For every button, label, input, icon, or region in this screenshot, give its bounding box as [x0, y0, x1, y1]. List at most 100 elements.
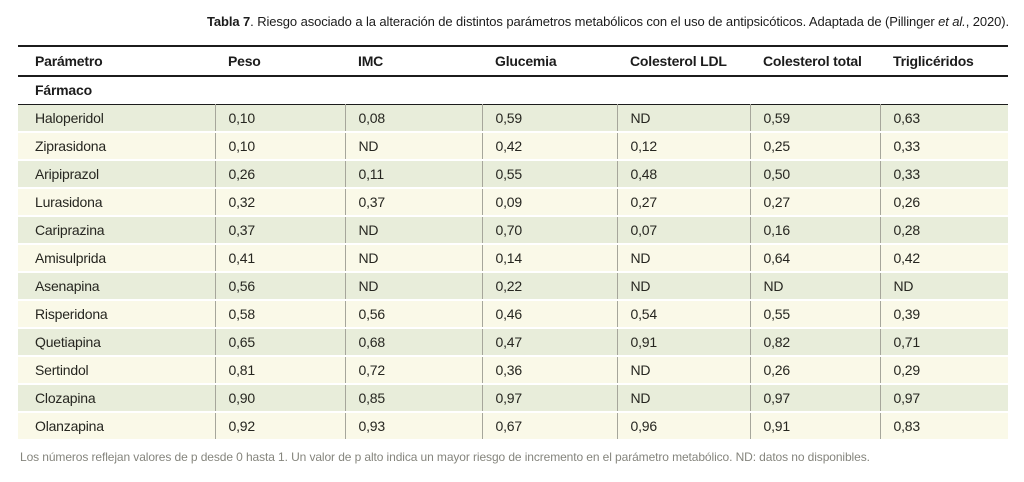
drug-name-cell: Cariprazina — [35, 222, 105, 238]
table-caption-etal: et al. — [938, 14, 966, 29]
value-cell: ND — [616, 384, 750, 412]
value-cell: 0,08 — [344, 104, 482, 132]
drug-name-cell: Asenapina — [35, 278, 100, 294]
value-cell: 0,58 — [214, 300, 345, 328]
metabolic-risk-table: Parámetro Peso IMC Glucemia Colesterol L… — [18, 45, 1008, 441]
table-row: Lurasidona 0,32 0,37 0,09 0,27 0,27 0,26 — [18, 188, 1008, 216]
table-row: Asenapina 0,56 ND 0,22 ND ND ND — [18, 272, 1008, 300]
table-caption-text: . Riesgo asociado a la alteración de dis… — [250, 14, 939, 29]
header-row: Parámetro Peso IMC Glucemia Colesterol L… — [18, 46, 1008, 76]
value-cell: 0,59 — [481, 104, 617, 132]
value-cell: 0,64 — [749, 244, 880, 272]
value-cell: 0,12 — [616, 132, 750, 160]
value-cell: 0,16 — [749, 216, 880, 244]
drug-name-cell: Clozapina — [35, 390, 96, 406]
drug-name-cell: Aripiprazol — [35, 166, 99, 182]
value-cell: 0,25 — [749, 132, 880, 160]
value-cell: 0,63 — [879, 104, 1008, 132]
value-cell: 0,39 — [879, 300, 1008, 328]
table-row: Amisulprida 0,41 ND 0,14 ND 0,64 0,42 — [18, 244, 1008, 272]
value-cell: 0,09 — [481, 188, 617, 216]
table-row: Ziprasidona 0,10 ND 0,42 0,12 0,25 0,33 — [18, 132, 1008, 160]
value-cell: 0,92 — [214, 412, 345, 440]
drug-name-cell: Lurasidona — [35, 194, 103, 210]
value-cell: 0,71 — [879, 328, 1008, 356]
value-cell: 0,56 — [344, 300, 482, 328]
value-cell: 0,42 — [481, 132, 617, 160]
value-cell: 0,36 — [481, 356, 617, 384]
value-cell: 0,54 — [616, 300, 750, 328]
drug-name-cell: Amisulprida — [35, 250, 106, 266]
value-cell: ND — [616, 356, 750, 384]
value-cell: 0,68 — [344, 328, 482, 356]
value-cell: 0,65 — [214, 328, 345, 356]
value-cell: 0,33 — [879, 160, 1008, 188]
drug-name-cell: Olanzapina — [35, 418, 104, 434]
drug-name-cell: Quetiapina — [35, 334, 101, 350]
footnote: Los números reflejan valores de p desde … — [20, 450, 870, 464]
value-cell: 0,55 — [481, 160, 617, 188]
value-cell: 0,46 — [481, 300, 617, 328]
value-cell: 0,10 — [214, 104, 345, 132]
value-cell: 0,59 — [749, 104, 880, 132]
table-caption: Tabla 7. Riesgo asociado a la alteración… — [0, 0, 1009, 30]
value-cell: ND — [879, 272, 1008, 300]
drug-name-cell: Ziprasidona — [35, 138, 106, 154]
value-cell: 0,97 — [749, 384, 880, 412]
value-cell: ND — [616, 244, 750, 272]
value-cell: 0,81 — [214, 356, 345, 384]
value-cell: 0,26 — [879, 188, 1008, 216]
value-cell: 0,55 — [749, 300, 880, 328]
value-cell: 0,47 — [481, 328, 617, 356]
column-header-parametro: Parámetro — [35, 53, 103, 69]
group-label: Fármaco — [35, 82, 92, 99]
value-cell: ND — [616, 272, 750, 300]
value-cell: 0,10 — [214, 132, 345, 160]
value-cell: ND — [344, 244, 482, 272]
value-cell: 0,91 — [616, 328, 750, 356]
table-row: Haloperidol 0,10 0,08 0,59 ND 0,59 0,63 — [18, 104, 1008, 132]
table-row: Cariprazina 0,37 ND 0,70 0,07 0,16 0,28 — [18, 216, 1008, 244]
value-cell: 0,90 — [214, 384, 345, 412]
value-cell: 0,85 — [344, 384, 482, 412]
value-cell: 0,91 — [749, 412, 880, 440]
drug-name-cell: Risperidona — [35, 306, 108, 322]
column-header-trigliceridos: Triglicéridos — [893, 53, 974, 69]
value-cell: 0,33 — [879, 132, 1008, 160]
value-cell: 0,56 — [214, 272, 345, 300]
value-cell: 0,97 — [481, 384, 617, 412]
value-cell: 0,14 — [481, 244, 617, 272]
value-cell: ND — [344, 216, 482, 244]
value-cell: 0,28 — [879, 216, 1008, 244]
value-cell: 0,97 — [879, 384, 1008, 412]
value-cell: ND — [344, 272, 482, 300]
column-header-imc: IMC — [358, 53, 384, 69]
column-header-colesterol-total: Colesterol total — [763, 53, 862, 69]
table-caption-number: Tabla 7 — [207, 14, 251, 29]
value-cell: ND — [344, 132, 482, 160]
value-cell: 0,22 — [481, 272, 617, 300]
value-cell: 0,27 — [749, 188, 880, 216]
column-header-colesterol-ldl: Colesterol LDL — [630, 53, 727, 69]
value-cell: 0,37 — [214, 216, 345, 244]
value-cell: 0,83 — [879, 412, 1008, 440]
value-cell: 0,41 — [214, 244, 345, 272]
value-cell: 0,26 — [214, 160, 345, 188]
drug-name-cell: Sertindol — [35, 362, 89, 378]
value-cell: ND — [616, 104, 750, 132]
value-cell: 0,26 — [749, 356, 880, 384]
table-row: Risperidona 0,58 0,56 0,46 0,54 0,55 0,39 — [18, 300, 1008, 328]
value-cell: 0,11 — [344, 160, 482, 188]
table-row: Aripiprazol 0,26 0,11 0,55 0,48 0,50 0,33 — [18, 160, 1008, 188]
value-cell: 0,27 — [616, 188, 750, 216]
group-row-farmaco: Fármaco — [18, 76, 1008, 104]
value-cell: 0,67 — [481, 412, 617, 440]
table-caption-year: , 2020). — [965, 14, 1009, 29]
table-row: Olanzapina 0,92 0,93 0,67 0,96 0,91 0,83 — [18, 412, 1008, 440]
table-row: Quetiapina 0,65 0,68 0,47 0,91 0,82 0,71 — [18, 328, 1008, 356]
value-cell: 0,07 — [616, 216, 750, 244]
value-cell: 0,48 — [616, 160, 750, 188]
value-cell: 0,50 — [749, 160, 880, 188]
value-cell: ND — [749, 272, 880, 300]
